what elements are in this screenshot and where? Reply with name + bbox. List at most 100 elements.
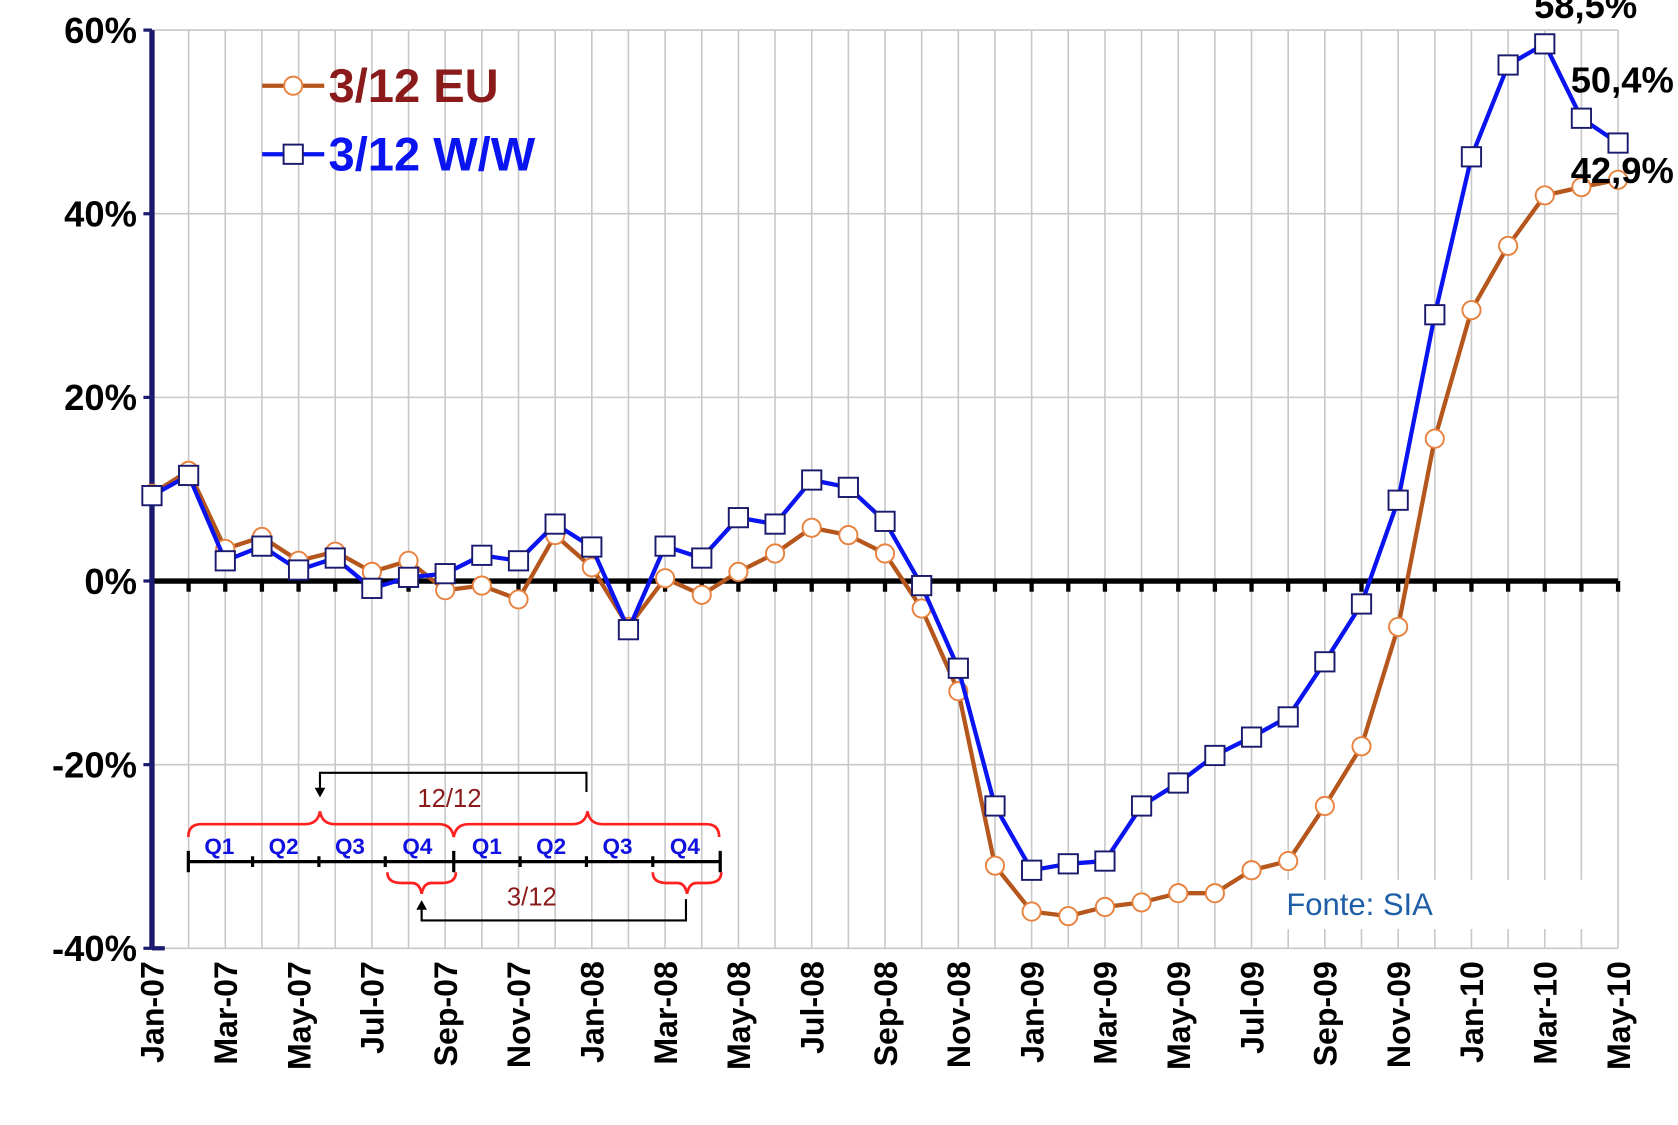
marker bbox=[1277, 706, 1299, 728]
marker bbox=[1204, 744, 1226, 767]
marker bbox=[508, 589, 529, 610]
x-tick-label: Jul-09 bbox=[1234, 961, 1270, 1054]
quarter-label: Q2 bbox=[536, 834, 566, 859]
x-tick-label: Nov-07 bbox=[501, 961, 537, 1068]
marker bbox=[178, 464, 200, 487]
x-tick-label: Mar-08 bbox=[648, 961, 684, 1064]
x-tick-label: May-08 bbox=[721, 961, 757, 1070]
marker bbox=[1424, 304, 1446, 326]
y-tick-label: -40% bbox=[52, 928, 137, 969]
quarter-label: Q3 bbox=[335, 834, 365, 859]
marker bbox=[141, 485, 163, 507]
marker bbox=[544, 513, 566, 535]
value-label: 50,4% bbox=[1571, 60, 1674, 101]
marker bbox=[1021, 901, 1042, 922]
marker bbox=[1314, 795, 1335, 817]
brace bbox=[187, 811, 721, 838]
marker bbox=[837, 476, 859, 498]
x-tick-label: Mar-10 bbox=[1528, 961, 1564, 1064]
marker bbox=[1498, 235, 1519, 256]
x-tick-label: Mar-09 bbox=[1088, 961, 1124, 1064]
timeline-ticks bbox=[186, 850, 722, 873]
quarter-label: Q4 bbox=[670, 834, 700, 859]
arrow bbox=[318, 771, 588, 793]
arrow bbox=[420, 899, 688, 922]
marker bbox=[874, 510, 896, 532]
marker bbox=[911, 575, 933, 597]
x-tick-label: Jul-07 bbox=[355, 961, 391, 1054]
marker bbox=[874, 543, 896, 564]
marker bbox=[1607, 132, 1629, 154]
x-tick-label: Jan-10 bbox=[1454, 961, 1490, 1063]
x-tick-label: Nov-09 bbox=[1381, 961, 1417, 1068]
x-tick-label: Jan-08 bbox=[575, 961, 611, 1063]
marker bbox=[282, 143, 304, 165]
series-markers bbox=[141, 33, 1629, 881]
marker bbox=[1131, 892, 1152, 913]
marker bbox=[801, 469, 823, 491]
marker bbox=[471, 575, 492, 596]
quarter-label: Q1 bbox=[472, 834, 502, 859]
source: Fonte: SIA bbox=[1286, 887, 1433, 922]
x-tick-label: May-09 bbox=[1161, 961, 1197, 1070]
marker bbox=[727, 507, 750, 529]
marker bbox=[764, 513, 786, 535]
source-box bbox=[1273, 879, 1616, 930]
marker bbox=[324, 547, 346, 569]
marker bbox=[1204, 883, 1225, 904]
marker bbox=[1240, 726, 1263, 748]
marker bbox=[507, 550, 530, 572]
marker bbox=[1168, 883, 1189, 904]
arrowhead bbox=[314, 787, 326, 798]
marker bbox=[283, 75, 304, 96]
quarter-label: Q1 bbox=[204, 834, 234, 859]
y-tick-label: 20% bbox=[64, 377, 137, 418]
marker bbox=[947, 657, 969, 679]
brace bbox=[386, 872, 458, 895]
marker bbox=[1167, 772, 1189, 794]
inset-diagram: 12/12 3/12 Q1 Q2 Q3 Q4 Q1 Q2 Q3 Q4 bbox=[186, 771, 723, 922]
marker bbox=[581, 536, 603, 558]
marker bbox=[1021, 859, 1043, 881]
marker bbox=[691, 584, 712, 605]
y-tick-label: 0% bbox=[84, 561, 137, 602]
inset-label: 3/12 bbox=[507, 883, 557, 911]
grid bbox=[151, 29, 1619, 950]
marker bbox=[1534, 33, 1556, 55]
marker bbox=[251, 535, 273, 557]
marker bbox=[1460, 146, 1483, 168]
marker bbox=[617, 619, 640, 641]
x-tick-label: Jan-07 bbox=[135, 961, 171, 1063]
marker bbox=[728, 561, 749, 582]
x-tick-label: Jan-09 bbox=[1014, 961, 1050, 1063]
marker bbox=[1497, 54, 1519, 76]
marker bbox=[764, 543, 786, 564]
marker bbox=[361, 577, 383, 599]
x-tick-label: Sep-08 bbox=[868, 961, 904, 1066]
marker bbox=[1094, 896, 1115, 918]
marker bbox=[1608, 169, 1629, 190]
x-tick-label: Nov-08 bbox=[941, 961, 977, 1068]
marker bbox=[984, 795, 1006, 817]
marker bbox=[655, 568, 676, 589]
y-tick-label: 60% bbox=[64, 10, 137, 51]
y-tick-label: 40% bbox=[64, 194, 137, 235]
marker bbox=[1314, 651, 1336, 673]
x-tick-label: Sep-07 bbox=[428, 961, 464, 1066]
marker bbox=[838, 525, 859, 546]
marker bbox=[1571, 177, 1592, 198]
marker bbox=[214, 550, 236, 572]
marker bbox=[471, 544, 493, 566]
marker bbox=[287, 559, 310, 581]
marker bbox=[1058, 906, 1079, 927]
quarter-label: Q2 bbox=[269, 834, 299, 859]
brace bbox=[651, 872, 723, 895]
y-tick-label: -20% bbox=[52, 744, 137, 785]
x-tick-label: May-07 bbox=[281, 961, 317, 1070]
marker bbox=[1130, 795, 1153, 817]
marker bbox=[1350, 593, 1373, 615]
marker bbox=[1461, 300, 1482, 321]
marker bbox=[1388, 616, 1409, 637]
marker bbox=[984, 855, 1006, 876]
